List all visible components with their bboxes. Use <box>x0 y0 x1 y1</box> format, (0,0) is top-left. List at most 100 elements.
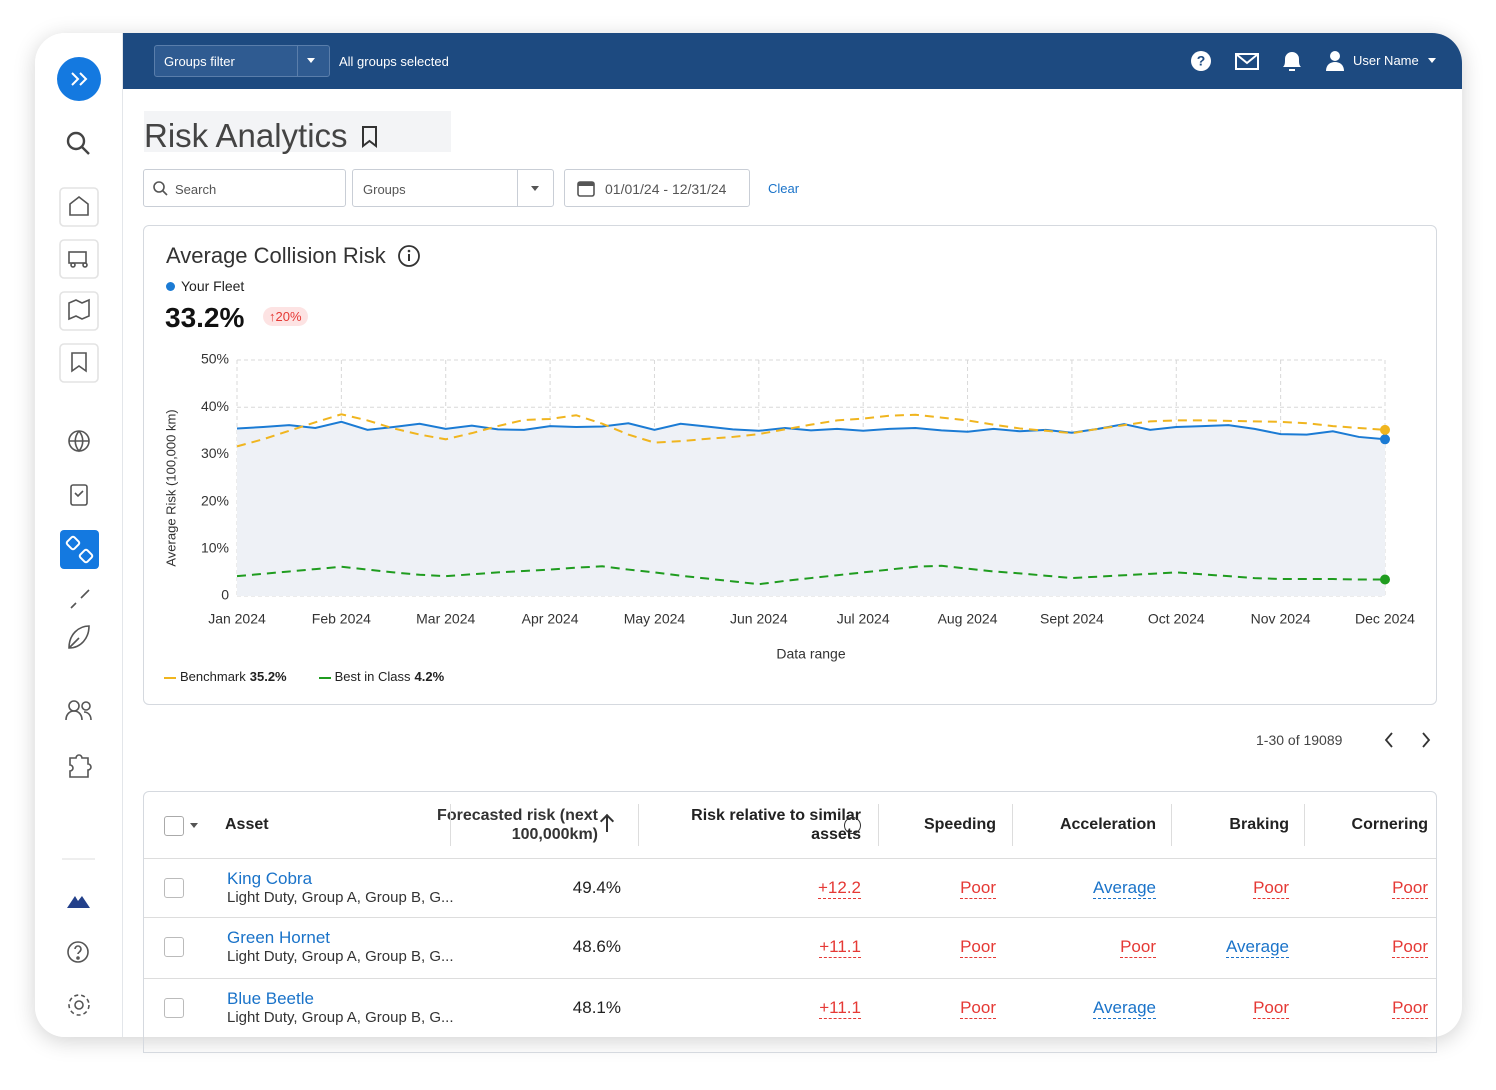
asset-name[interactable]: King Cobra <box>227 869 312 889</box>
y-tick-label: 30% <box>201 445 229 461</box>
column-header[interactable]: Speeding <box>924 816 996 834</box>
user-name[interactable]: User Name <box>1353 53 1419 68</box>
fleet-dot <box>166 282 175 291</box>
column-header[interactable]: Acceleration <box>1060 816 1156 834</box>
groups-select[interactable]: Groups <box>352 169 554 207</box>
x-tick-label: Apr 2024 <box>522 611 579 627</box>
x-axis-label: Data range <box>776 646 845 662</box>
svg-text:?: ? <box>1197 53 1206 69</box>
sidebar-icons <box>35 33 122 1037</box>
x-tick-label: Jun 2024 <box>730 611 788 627</box>
end-point <box>1380 434 1390 444</box>
end-point <box>1380 425 1390 435</box>
relative-risk: +11.1 <box>819 937 861 958</box>
asset-groups: Light Duty, Group A, Group B, G... <box>227 948 454 965</box>
rating[interactable]: Poor <box>1392 937 1428 958</box>
forecast-risk: 48.6% <box>573 937 621 957</box>
row-checkbox[interactable] <box>164 998 184 1018</box>
legend-label: Benchmark <box>180 669 246 684</box>
title-bar: Risk Analytics <box>144 111 451 152</box>
asset-groups: Light Duty, Group A, Group B, G... <box>227 1009 454 1026</box>
column-divider <box>638 804 639 846</box>
legend-value: 35.2% <box>250 669 287 684</box>
rating[interactable]: Average <box>1093 998 1156 1019</box>
row-checkbox[interactable] <box>164 878 184 898</box>
x-tick-label: Feb 2024 <box>312 611 371 627</box>
rating[interactable]: Average <box>1093 878 1156 899</box>
rating[interactable]: Poor <box>960 998 996 1019</box>
column-divider <box>1012 804 1013 846</box>
page-title: Risk Analytics <box>144 117 348 155</box>
groups-filter-label: Groups filter <box>164 54 235 69</box>
change-badge: ↑20% <box>263 307 308 326</box>
groups-status: All groups selected <box>339 54 449 69</box>
rating[interactable]: Poor <box>1253 878 1289 899</box>
asset-groups: Light Duty, Group A, Group B, G... <box>227 889 454 906</box>
header-checkbox[interactable] <box>164 816 184 836</box>
row-divider <box>144 858 1436 859</box>
relative-risk: +11.1 <box>819 998 861 1019</box>
top-bar: Groups filter All groups selected ? User… <box>123 33 1462 89</box>
date-range: 01/01/24 - 12/31/24 <box>605 181 726 197</box>
column-header[interactable]: Risk relative to similar assets <box>671 806 861 844</box>
chart-title: Average Collision Risk <box>166 243 386 269</box>
row-divider <box>144 978 1436 979</box>
rating[interactable]: Poor <box>960 878 996 899</box>
pagination-buttons[interactable] <box>1378 730 1438 750</box>
x-tick-label: May 2024 <box>624 611 686 627</box>
date-picker[interactable]: 01/01/24 - 12/31/24 <box>564 169 750 207</box>
column-divider <box>450 804 451 846</box>
x-tick-label: Jan 2024 <box>208 611 266 627</box>
x-tick-label: Jul 2024 <box>837 611 890 627</box>
end-point <box>1380 574 1390 584</box>
column-header[interactable]: Braking <box>1229 816 1289 834</box>
legend: Benchmark 35.2% Best in Class 4.2% <box>164 669 476 684</box>
x-tick-label: Mar 2024 <box>416 611 475 627</box>
y-tick-label: 0 <box>221 587 229 603</box>
column-header[interactable]: Asset <box>225 816 269 834</box>
rating[interactable]: Poor <box>1253 998 1289 1019</box>
asset-name[interactable]: Blue Beetle <box>227 989 314 1009</box>
legend-swatch <box>319 677 331 679</box>
search-box[interactable]: Search <box>143 169 346 207</box>
forecast-risk: 48.1% <box>573 998 621 1018</box>
legend-item: Best in Class 4.2% <box>319 669 445 684</box>
search-placeholder: Search <box>175 182 216 197</box>
groups-placeholder: Groups <box>363 182 406 197</box>
rating[interactable]: Poor <box>1392 998 1428 1019</box>
rating[interactable]: Poor <box>960 937 996 958</box>
groups-filter[interactable]: Groups filter <box>154 45 330 77</box>
fleet-value: 33.2% <box>165 302 244 334</box>
relative-risk: +12.2 <box>818 878 861 899</box>
x-tick-label: Dec 2024 <box>1355 611 1415 627</box>
rating[interactable]: Average <box>1226 937 1289 958</box>
asset-name[interactable]: Green Hornet <box>227 928 330 948</box>
legend-label: Best in Class <box>335 669 411 684</box>
rating[interactable]: Poor <box>1392 878 1428 899</box>
column-header[interactable]: Cornering <box>1352 816 1428 834</box>
row-checkbox[interactable] <box>164 937 184 957</box>
x-tick-label: Aug 2024 <box>938 611 998 627</box>
info-icon <box>844 817 861 834</box>
column-divider <box>1304 804 1305 846</box>
area <box>237 422 1385 596</box>
fleet-label: Your Fleet <box>181 278 244 294</box>
y-tick-label: 40% <box>201 398 229 414</box>
clear-button[interactable]: Clear <box>768 181 799 196</box>
header-caret[interactable] <box>190 823 198 832</box>
legend-swatch <box>164 677 176 679</box>
x-tick-label: Oct 2024 <box>1148 611 1205 627</box>
row-divider <box>144 917 1436 918</box>
legend-value: 4.2% <box>415 669 445 684</box>
x-tick-label: Sept 2024 <box>1040 611 1104 627</box>
column-header[interactable]: Forecasted risk (next 100,000km) <box>428 806 598 844</box>
sidebar <box>35 33 123 1037</box>
y-tick-label: 10% <box>201 540 229 556</box>
rating[interactable]: Poor <box>1120 937 1156 958</box>
y-tick-label: 20% <box>201 492 229 508</box>
y-tick-label: 50% <box>201 351 229 367</box>
column-divider <box>1171 804 1172 846</box>
chart: Average Risk (100,000 km) Data range 0 10… <box>144 340 1434 670</box>
y-axis-label: Average Risk (100,000 km) <box>163 409 178 566</box>
x-tick-label: Nov 2024 <box>1251 611 1311 627</box>
